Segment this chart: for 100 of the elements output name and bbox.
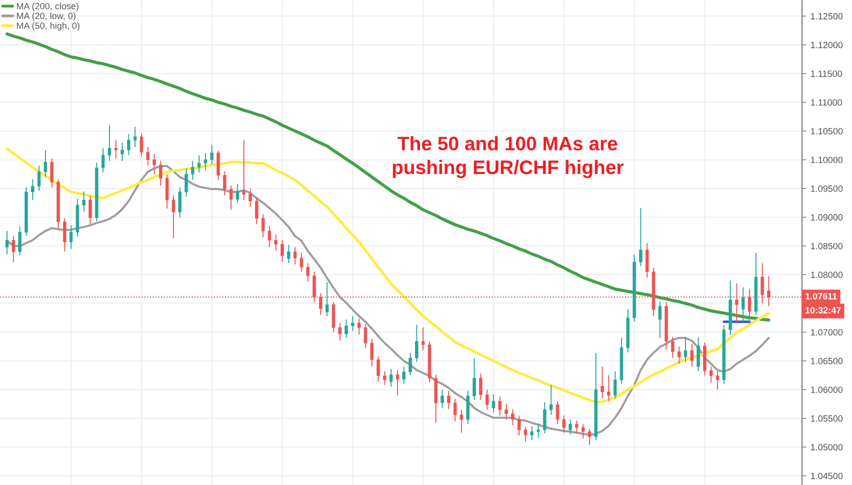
legend-label: MA (50, high, 0): [16, 22, 80, 31]
candlestick: [696, 336, 700, 372]
candlestick: [575, 420, 578, 434]
candlestick: [268, 225, 272, 248]
candlestick: [351, 316, 354, 332]
y-tick-label: 1.04500: [811, 472, 843, 480]
candlestick: [120, 142, 124, 162]
candlestick: [152, 154, 156, 175]
candlestick: [600, 366, 604, 399]
candlestick: [280, 240, 284, 263]
candlestick: [517, 414, 521, 436]
candlestick: [453, 398, 457, 422]
candlestick: [191, 160, 194, 180]
candlestick: [293, 246, 297, 265]
candlestick: [396, 370, 400, 396]
candlestick: [588, 428, 592, 446]
y-tick-label: 1.11000: [811, 99, 842, 106]
candlestick: [88, 194, 92, 225]
candlestick: [543, 402, 546, 434]
candlestick: [530, 426, 534, 441]
legend-label: MA (200, close): [16, 2, 78, 12]
candlestick: [690, 343, 694, 368]
candlestick: [460, 409, 464, 434]
candlestick: [178, 186, 182, 218]
candlestick: [677, 346, 681, 364]
y-tick-label: 1.07000: [811, 329, 843, 336]
candlestick: [415, 324, 418, 363]
candlestick: [50, 158, 54, 188]
candlestick: [671, 336, 674, 358]
candlestick: [210, 144, 214, 165]
candlestick: [204, 152, 208, 171]
candlestick: [504, 403, 508, 420]
candlestick: [370, 338, 374, 368]
y-tick-label: 1.10000: [811, 156, 843, 164]
candlestick: [165, 174, 169, 210]
candlestick: [364, 324, 368, 349]
candlestick: [274, 234, 278, 252]
candlestick: [479, 373, 482, 400]
candlestick: [607, 374, 610, 402]
candlestick: [248, 188, 252, 208]
candlestick: [325, 282, 329, 317]
y-tick-label: 1.06000: [811, 386, 843, 393]
candlestick: [408, 352, 412, 376]
candlestick: [639, 208, 642, 267]
candlestick: [306, 262, 310, 282]
text: 10:32:47: [806, 307, 841, 314]
candlestick: [536, 424, 540, 438]
candlestick: [338, 322, 342, 342]
candlestick: [492, 394, 496, 414]
candlestick: [402, 366, 406, 384]
candlestick: [524, 426, 528, 442]
candlestick: [421, 327, 425, 352]
candlestick: [114, 139, 118, 160]
candlestick: [101, 148, 105, 173]
y-tick-label: 1.09000: [811, 214, 843, 221]
candlestick: [5, 230, 9, 254]
candlestick: [447, 390, 450, 410]
candlestick: [556, 400, 560, 425]
candlestick: [376, 356, 380, 382]
candlestick: [133, 126, 137, 148]
legend-label: MA (20, low, 0): [16, 12, 76, 21]
y-tick-label: 1.12500: [811, 13, 843, 20]
y-tick-label: 1.11500: [811, 70, 842, 77]
candlestick: [389, 368, 393, 388]
candlestick: [613, 370, 617, 399]
candlestick: [197, 154, 201, 173]
candlestick: [172, 194, 176, 238]
candlestick: [229, 185, 233, 210]
candlestick: [568, 419, 572, 435]
candlestick: [236, 183, 240, 204]
line-series: [6, 32, 770, 322]
y-tick-label: 1.12000: [811, 42, 843, 48]
y-tick-label: 1.05500: [811, 415, 843, 422]
candlestick: [472, 358, 476, 400]
candlestick: [684, 336, 688, 363]
candlestick: [82, 190, 86, 212]
candlestick: [332, 302, 336, 333]
candlestick: [709, 366, 713, 384]
candlestick: [485, 389, 489, 410]
candlestick: [31, 178, 34, 200]
candlestick: [562, 414, 566, 434]
candlestick: [549, 384, 553, 416]
y-tick-label: 1.10500: [811, 128, 843, 134]
candlestick: [146, 146, 150, 166]
candlestick: [357, 318, 361, 335]
candlestick: [383, 370, 386, 386]
candlestick: [127, 133, 130, 156]
candlestick: [741, 286, 745, 322]
y-tick-label: 1.08000: [811, 272, 843, 278]
candlestick: [44, 149, 48, 178]
candlestick: [716, 370, 720, 390]
candlestick: [344, 319, 348, 338]
candlestick: [12, 235, 16, 263]
y-tick-label: 1.08500: [811, 242, 843, 250]
candlestick: [645, 242, 649, 278]
candlestick: [658, 301, 662, 338]
candlestick: [18, 226, 22, 256]
y-tick-label: 1.09500: [811, 185, 843, 192]
candlestick: [498, 396, 502, 416]
candlestick: [108, 124, 112, 162]
